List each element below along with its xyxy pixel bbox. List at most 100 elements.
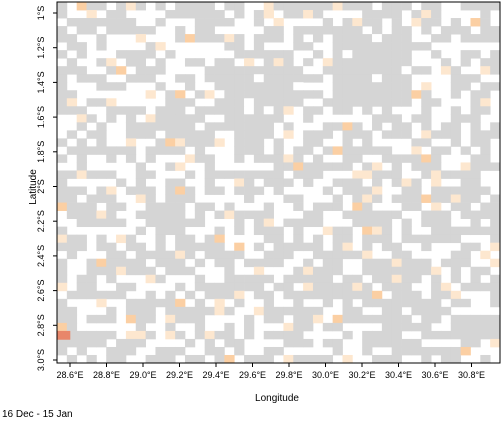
grid-cell [253,218,265,228]
grid-cell [342,146,353,155]
grid-cell [263,34,274,43]
grid-cell [86,210,97,219]
grid-cell [135,66,146,75]
grid-cell [204,26,215,35]
grid-cell [342,162,353,171]
grid-cell [490,162,501,171]
grid-cell [184,194,196,203]
grid-cell [214,74,225,83]
grid-cell [342,314,353,324]
grid-cell [421,322,432,332]
grid-cell [224,210,235,219]
grid-cell [116,10,127,19]
grid-cell [96,34,107,43]
grid-cell [391,82,402,91]
grid-cell [66,130,78,139]
y-tick-label: 2°S [36,179,46,194]
grid-cell [106,314,117,324]
grid-cell [490,218,501,228]
grid-cell [86,338,97,348]
grid-cell [214,18,225,27]
grid-cell [460,338,471,348]
grid-cell [322,338,334,348]
grid-cell [66,98,78,107]
grid-cell [96,186,107,195]
grid-cell [372,338,383,348]
grid-cell [352,2,363,11]
grid-cell [391,338,402,348]
grid-cell [234,50,245,59]
grid-cell [273,106,284,115]
grid-cell [76,154,87,163]
grid-cell [362,234,373,244]
grid-cell [263,170,274,179]
grid-cell [322,282,334,292]
grid-cell [224,42,235,51]
grid-cell [263,178,274,187]
grid-cell [135,34,146,43]
grid-cell [283,242,294,252]
grid-cell [283,282,294,292]
grid-cell [342,330,353,340]
grid-cell [96,138,107,147]
grid-cell [263,82,274,91]
grid-cell [372,50,383,59]
grid-cell [362,66,373,75]
grid-cell [381,354,393,364]
grid-cell [450,82,462,91]
grid-cell [303,10,314,19]
grid-cell [401,194,412,203]
grid-cell [352,58,363,67]
grid-cell [470,18,481,27]
grid-cell [135,338,146,348]
grid-cell [66,42,78,51]
grid-cell [372,90,383,99]
grid-cell [401,130,412,139]
grid-cell [106,58,117,67]
grid-cell [401,202,412,211]
grid-cell [460,322,471,332]
grid-cell [431,218,442,228]
grid-cell [234,66,245,75]
grid-cell [155,250,166,260]
grid-cell [303,106,314,115]
grid-cell [145,210,156,219]
grid-cell [175,282,186,292]
grid-cell [165,10,176,19]
grid-cell [391,178,402,187]
grid-cell [303,66,314,75]
grid-cell [234,138,245,147]
grid-cell [155,210,166,219]
grid-cell [204,74,215,83]
grid-cell [460,146,471,155]
grid-cell [352,154,363,163]
grid-cell [490,194,501,203]
grid-cell [263,2,274,11]
grid-cell [184,354,196,364]
grid-cell [450,202,462,211]
grid-cell [431,234,442,244]
grid-cell [440,290,452,300]
grid-cell [155,346,166,356]
grid-cell [431,346,442,356]
grid-cell [106,66,117,75]
grid-cell [155,234,166,244]
grid-cell [135,258,146,268]
grid-cell [135,210,146,219]
grid-cell [411,258,422,268]
grid-cell [312,154,324,163]
grid-cell [362,298,373,308]
grid-cell [372,258,383,268]
grid-cell [194,154,206,163]
grid-cell [401,234,412,244]
grid-cell [342,178,353,187]
grid-cell [263,130,274,139]
grid-cell [401,338,412,348]
grid-cell [135,178,146,187]
grid-cell [96,290,107,300]
grid-cell [194,314,206,324]
grid-cell [234,34,245,43]
grid-cell [421,66,432,75]
grid-cell [431,226,442,236]
grid-cell [431,266,442,276]
